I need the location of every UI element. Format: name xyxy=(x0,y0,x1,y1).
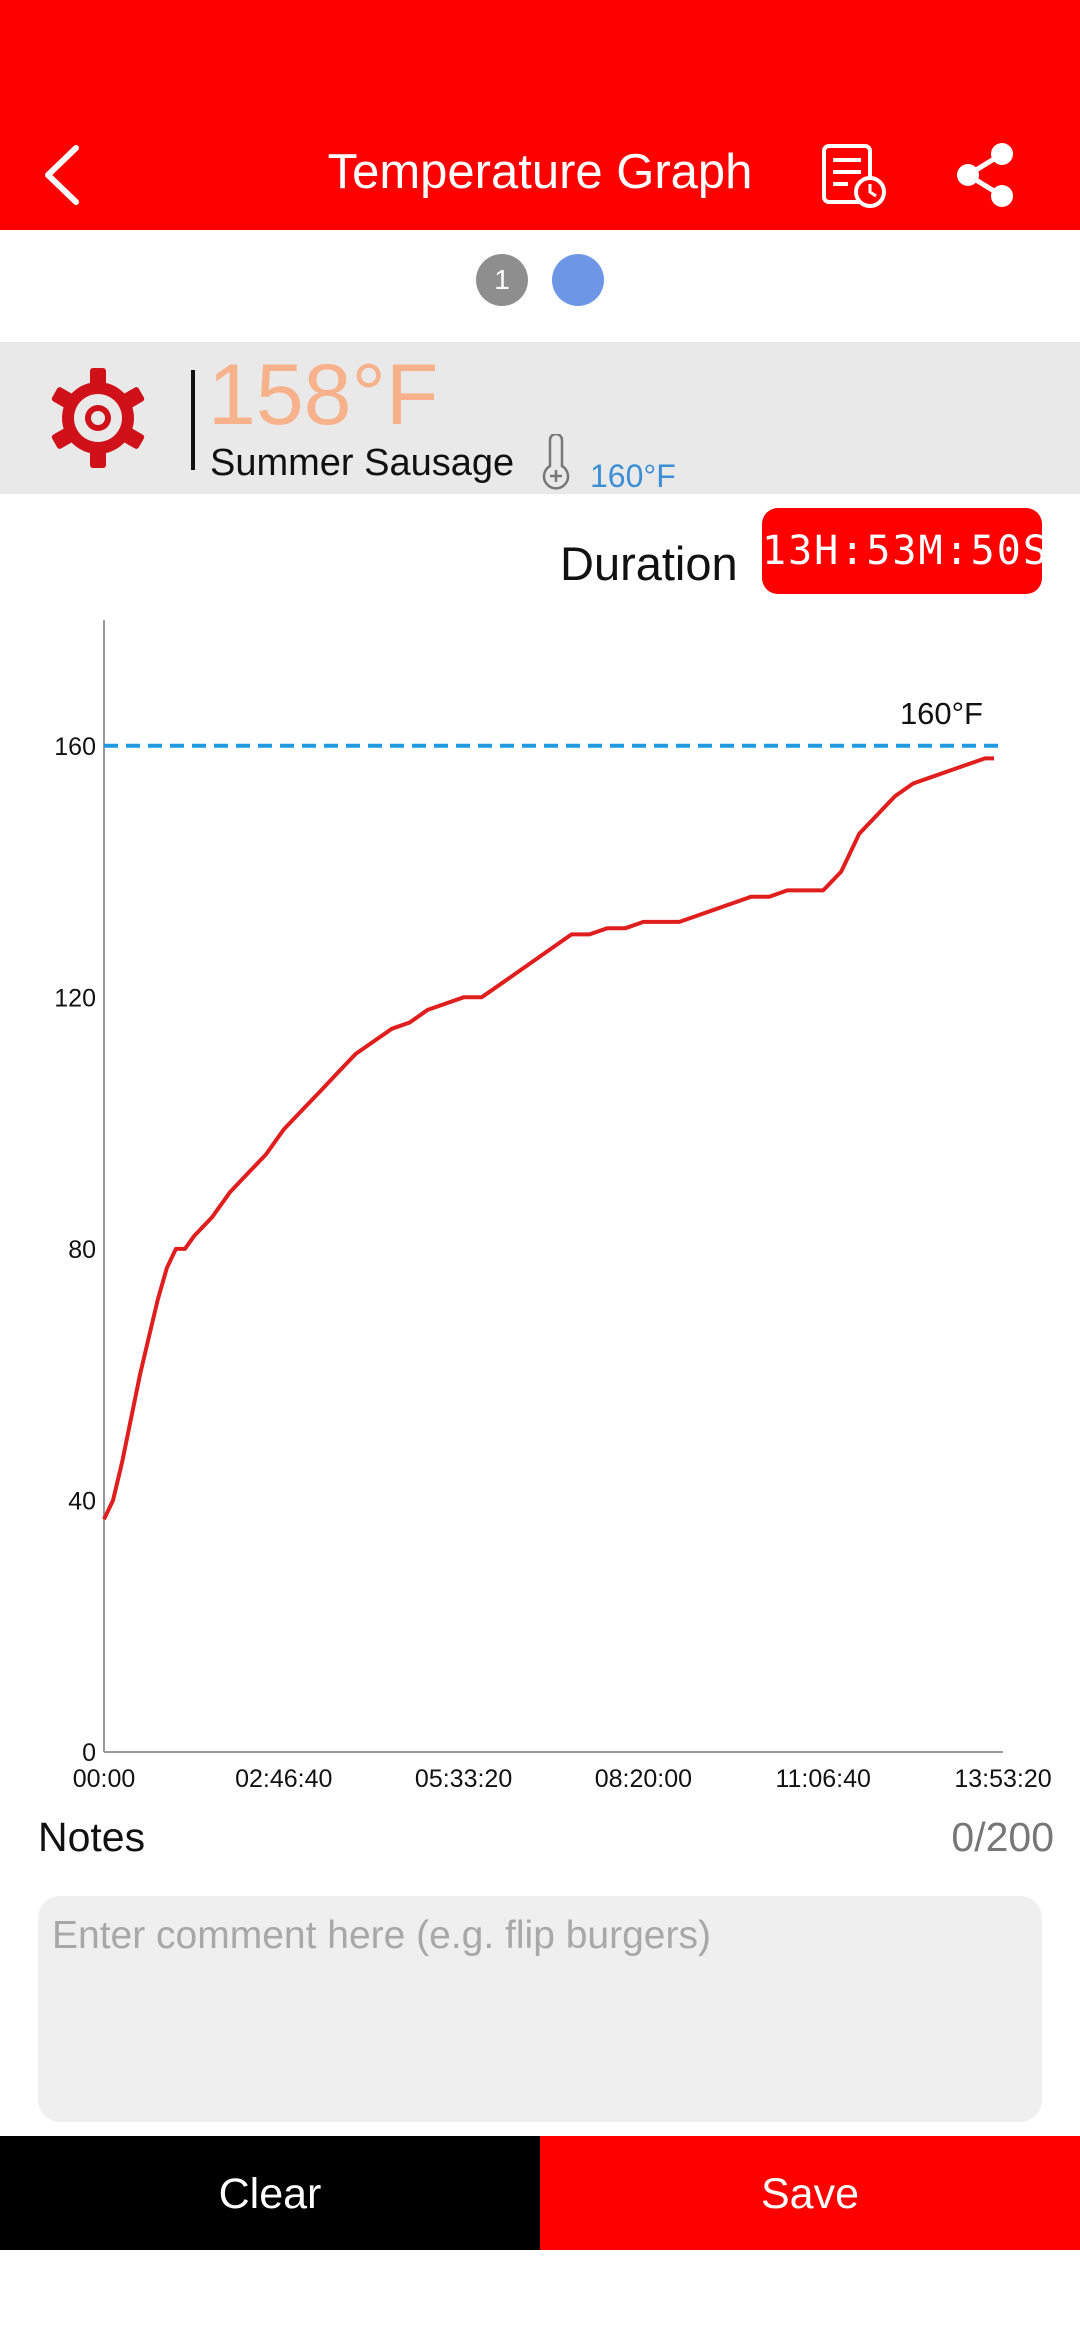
duration-label: Duration xyxy=(560,537,738,590)
temperature-chart: 0 40 80 120 160 00:00 02:46:40 05:33:20 08:20:00… xyxy=(54,620,1052,1793)
target-line-label: 160°F xyxy=(900,696,983,731)
y-tick-label: 160 xyxy=(54,733,96,761)
page-dot-1[interactable]: 1 xyxy=(476,254,528,306)
notes-label: Notes xyxy=(38,1814,146,1860)
x-tick-label: 05:33:20 xyxy=(415,1765,512,1793)
notes-char-count: 0/200 xyxy=(951,1814,1054,1860)
clear-button[interactable]: Clear xyxy=(0,2136,540,2250)
page-title: Temperature Graph xyxy=(327,145,753,199)
target-temperature: 160°F xyxy=(590,458,676,494)
page-dot-2-active[interactable] xyxy=(552,254,604,306)
y-tick-label: 40 xyxy=(68,1487,96,1515)
chevron-left-icon[interactable] xyxy=(38,140,88,210)
probe-summary: 158°F Summer Sausage 160°F xyxy=(0,342,1080,494)
y-tick-label: 120 xyxy=(54,984,96,1012)
x-tick-label: 08:20:00 xyxy=(595,1765,692,1793)
x-tick-label: 13:53:20 xyxy=(954,1765,1051,1793)
current-temperature: 158°F xyxy=(208,347,439,443)
gear-icon[interactable] xyxy=(44,364,152,472)
save-button[interactable]: Save xyxy=(540,2136,1080,2250)
notes-input[interactable] xyxy=(38,1896,1042,2122)
thermometer-icon xyxy=(542,434,570,490)
duration-timer: 13H:53M:50S xyxy=(762,508,1047,594)
x-tick-label: 02:46:40 xyxy=(235,1765,332,1793)
share-icon[interactable] xyxy=(952,140,1022,210)
divider xyxy=(191,370,195,470)
y-tick-label: 0 xyxy=(82,1739,96,1767)
x-tick-label: 00:00 xyxy=(73,1765,136,1793)
temperature-series-line xyxy=(102,756,994,1521)
app-header: Temperature Graph xyxy=(0,0,1080,230)
x-tick-label: 11:06:40 xyxy=(775,1765,870,1793)
page-indicator: 1 xyxy=(0,254,1080,306)
y-tick-label: 80 xyxy=(68,1236,96,1264)
probe-name: Summer Sausage xyxy=(210,442,515,484)
history-icon[interactable] xyxy=(818,140,888,210)
